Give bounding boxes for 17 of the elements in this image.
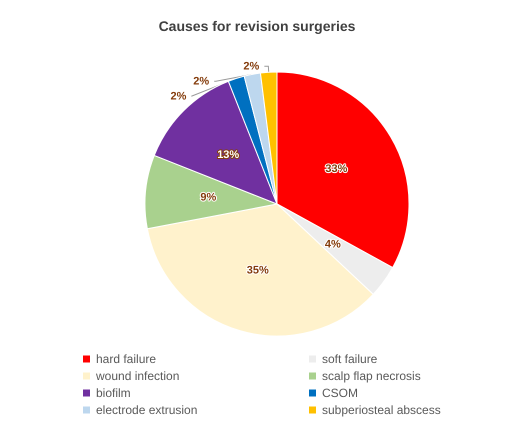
legend-label: CSOM [322,386,358,400]
data-label: 2% [170,90,187,102]
data-label: 33% [325,162,348,175]
legend-label: hard failure [96,352,156,366]
legend-label: scalp flap necrosis [322,369,421,383]
data-label: 2% [193,75,210,88]
legend-label: soft failure [322,352,378,366]
data-label: 2% [243,60,260,72]
data-label: 9% [200,192,216,204]
legend-label: wound infection [95,369,180,383]
data-label: 4% [324,238,341,251]
data-label: 13% [217,149,240,162]
legend-label: biofilm [96,386,131,400]
chart-title: Causes for revision surgeries [158,18,356,34]
legend-label: subperiosteal abscess [322,403,441,417]
legend-label: electrode extrusion [96,403,198,417]
data-label: 35% [246,264,269,276]
